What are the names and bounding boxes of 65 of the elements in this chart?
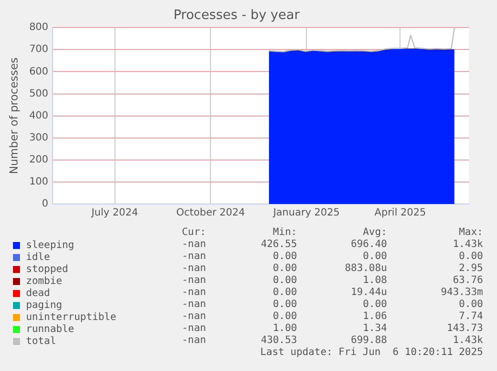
text: 0.00: [458, 299, 483, 311]
text: 2.95: [458, 263, 483, 275]
text: Max:: [458, 227, 483, 239]
text: -nan: [182, 287, 206, 299]
text: 1.00: [272, 323, 297, 335]
y-tick-label: 100: [29, 176, 48, 188]
y-tick-label: 700: [29, 44, 48, 56]
text: 0.00: [458, 251, 483, 263]
legend-label: total: [26, 336, 56, 346]
text: 0.00: [272, 251, 297, 263]
text: 883.08u: [344, 263, 387, 275]
text: -nan: [182, 263, 206, 275]
text: -nan: [182, 299, 206, 311]
x-tick-label: July 2024: [90, 208, 138, 219]
text: 1.34: [362, 323, 387, 335]
text: 0.00: [362, 299, 387, 311]
text: 943.33m: [440, 287, 483, 299]
text: 63.76: [452, 275, 483, 287]
text: -nan: [182, 275, 206, 287]
x-tick-label: January 2025: [272, 208, 340, 219]
text: 1.06: [362, 311, 387, 323]
text: 143.73: [446, 323, 483, 335]
chart-title: Processes - by year: [173, 8, 300, 24]
text: -nan: [182, 239, 206, 251]
text: 0.00: [272, 275, 297, 287]
text: Avg:: [362, 227, 387, 239]
text: Min:: [272, 227, 297, 239]
text: 19.44u: [350, 287, 387, 299]
text: 0.00: [272, 311, 297, 323]
y-tick-label: 800: [29, 22, 48, 34]
y-tick-label: 500: [29, 88, 48, 100]
legend-label: uninterruptible: [26, 312, 116, 322]
legend-label: stopped: [26, 264, 68, 274]
legend-label: runnable: [26, 324, 74, 334]
text: 1.43k: [452, 335, 483, 347]
text: 0.00: [362, 251, 387, 263]
text: Cur:: [182, 227, 206, 239]
text: -nan: [182, 323, 206, 335]
text: 426.55: [260, 239, 297, 251]
y-tick-label: 600: [29, 66, 48, 78]
y-tick-label: 0: [42, 198, 48, 210]
legend-label: paging: [26, 300, 62, 310]
y-tick-label: 300: [29, 132, 48, 144]
text: 430.53: [260, 335, 297, 347]
x-tick-label: April 2025: [374, 208, 426, 219]
legend-label: dead: [26, 288, 50, 298]
text: -nan: [182, 335, 206, 347]
legend-label: idle: [26, 252, 50, 262]
text: 0.00: [272, 299, 297, 311]
legend-label: zombie: [26, 276, 62, 286]
text: -nan: [182, 311, 206, 323]
legend-label: sleeping: [26, 240, 74, 250]
y-axis-title: Number of processes: [7, 57, 20, 174]
text: 7.74: [458, 311, 483, 323]
text: 0.00: [272, 263, 297, 275]
y-tick-label: 200: [29, 154, 48, 166]
x-tick-label: October 2024: [176, 208, 245, 219]
text: 1.08: [362, 275, 387, 287]
text: 1.43k: [452, 239, 483, 251]
text: Last update: Fri Jun 6 10:20:11 2025: [260, 347, 483, 359]
y-tick-label: 400: [29, 110, 48, 122]
text: 0.00: [272, 287, 297, 299]
text: 699.88: [350, 335, 387, 347]
text: 696.40: [350, 239, 387, 251]
text: -nan: [182, 251, 206, 263]
